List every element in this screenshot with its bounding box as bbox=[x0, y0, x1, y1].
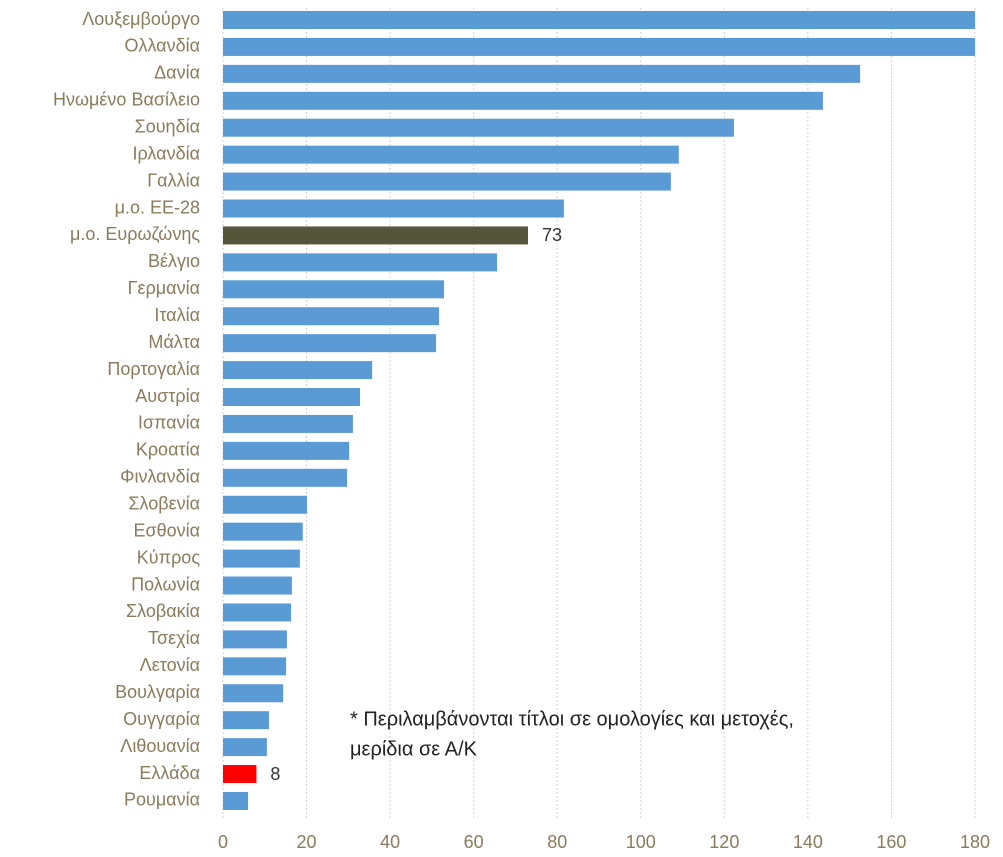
y-tick-label: Βουλγαρία bbox=[115, 682, 200, 702]
x-tick-label: 100 bbox=[626, 832, 656, 852]
bar bbox=[223, 199, 564, 218]
x-tick-label: 80 bbox=[547, 832, 567, 852]
bar bbox=[223, 388, 361, 407]
bar bbox=[223, 630, 287, 649]
y-tick-label: Βέλγιο bbox=[148, 251, 200, 271]
y-tick-label: Ιταλία bbox=[154, 305, 200, 325]
bar bbox=[223, 226, 528, 245]
bar bbox=[223, 145, 679, 164]
y-tick-label: Ουγγαρία bbox=[123, 709, 200, 729]
y-tick-label: Λουξεμβούργο bbox=[82, 9, 200, 29]
y-tick-label: Ελλάδα bbox=[139, 763, 200, 783]
y-tick-label: Μάλτα bbox=[148, 332, 200, 352]
bar bbox=[223, 91, 823, 110]
bar bbox=[223, 253, 498, 272]
bar bbox=[223, 603, 292, 622]
y-tick-label: Λετονία bbox=[140, 655, 200, 675]
data-label: 73 bbox=[542, 225, 562, 245]
bar bbox=[223, 684, 284, 703]
y-tick-label: μ.ο. ΕΕ-28 bbox=[115, 197, 200, 217]
bar bbox=[223, 791, 249, 810]
bar bbox=[223, 711, 269, 730]
bar bbox=[223, 280, 445, 299]
y-tick-label: Ρουμανία bbox=[124, 790, 200, 810]
bar bbox=[223, 738, 267, 757]
x-tick-label: 140 bbox=[793, 832, 823, 852]
x-tick-label: 180 bbox=[960, 832, 990, 852]
y-tick-label: Πολωνία bbox=[131, 574, 200, 594]
bar bbox=[223, 172, 671, 191]
y-tick-label: Αυστρία bbox=[135, 386, 200, 406]
y-tick-label: μ.ο. Ευρωζώνης bbox=[70, 224, 200, 244]
bar bbox=[223, 64, 861, 83]
y-tick-label: Ολλανδία bbox=[124, 36, 200, 56]
bar bbox=[223, 522, 303, 541]
y-tick-label: Εσθονία bbox=[133, 520, 200, 540]
bar bbox=[223, 765, 257, 784]
y-tick-label: Πορτογαλία bbox=[107, 359, 200, 379]
annotation: * Περιλαμβάνονται τίτλοι σε ομολογίες κα… bbox=[350, 708, 794, 730]
bar bbox=[223, 361, 373, 380]
y-tick-label: Τσεχία bbox=[148, 628, 200, 648]
x-tick-label: 60 bbox=[464, 832, 484, 852]
y-tick-label: Γερμανία bbox=[128, 278, 200, 298]
bar bbox=[223, 657, 287, 676]
bar bbox=[223, 118, 734, 137]
x-tick-label: 40 bbox=[380, 832, 400, 852]
x-tick-label: 120 bbox=[709, 832, 739, 852]
bar bbox=[223, 441, 350, 460]
bar bbox=[223, 307, 439, 326]
y-tick-label: Ισπανία bbox=[138, 413, 200, 433]
bar bbox=[223, 468, 348, 487]
y-tick-label: Σλοβενία bbox=[128, 493, 200, 513]
y-tick-label: Ιρλανδία bbox=[133, 143, 200, 163]
x-tick-label: 0 bbox=[218, 832, 228, 852]
bar bbox=[223, 334, 437, 353]
bar bbox=[223, 576, 292, 595]
data-label: 8 bbox=[270, 764, 280, 784]
y-tick-label: Γαλλία bbox=[147, 170, 200, 190]
bar bbox=[223, 11, 975, 29]
bar bbox=[223, 495, 307, 514]
y-tick-label: Φινλανδία bbox=[120, 467, 200, 487]
y-tick-label: Σλοβακία bbox=[126, 601, 200, 621]
y-tick-label: Ηνωμένο Βασίλειο bbox=[53, 90, 200, 110]
x-tick-label: 160 bbox=[876, 832, 906, 852]
y-tick-label: Κροατία bbox=[136, 440, 200, 460]
annotation: μερίδια σε Α/Κ bbox=[350, 738, 478, 760]
x-tick-label: 20 bbox=[297, 832, 317, 852]
bar bbox=[223, 549, 300, 568]
y-tick-label: Λιθουανία bbox=[120, 736, 200, 756]
y-tick-label: Σουηδία bbox=[135, 116, 200, 136]
bar bbox=[223, 414, 353, 433]
y-tick-label: Κύπρος bbox=[137, 547, 201, 567]
bar bbox=[223, 37, 975, 56]
y-tick-label: Δανία bbox=[154, 63, 200, 83]
